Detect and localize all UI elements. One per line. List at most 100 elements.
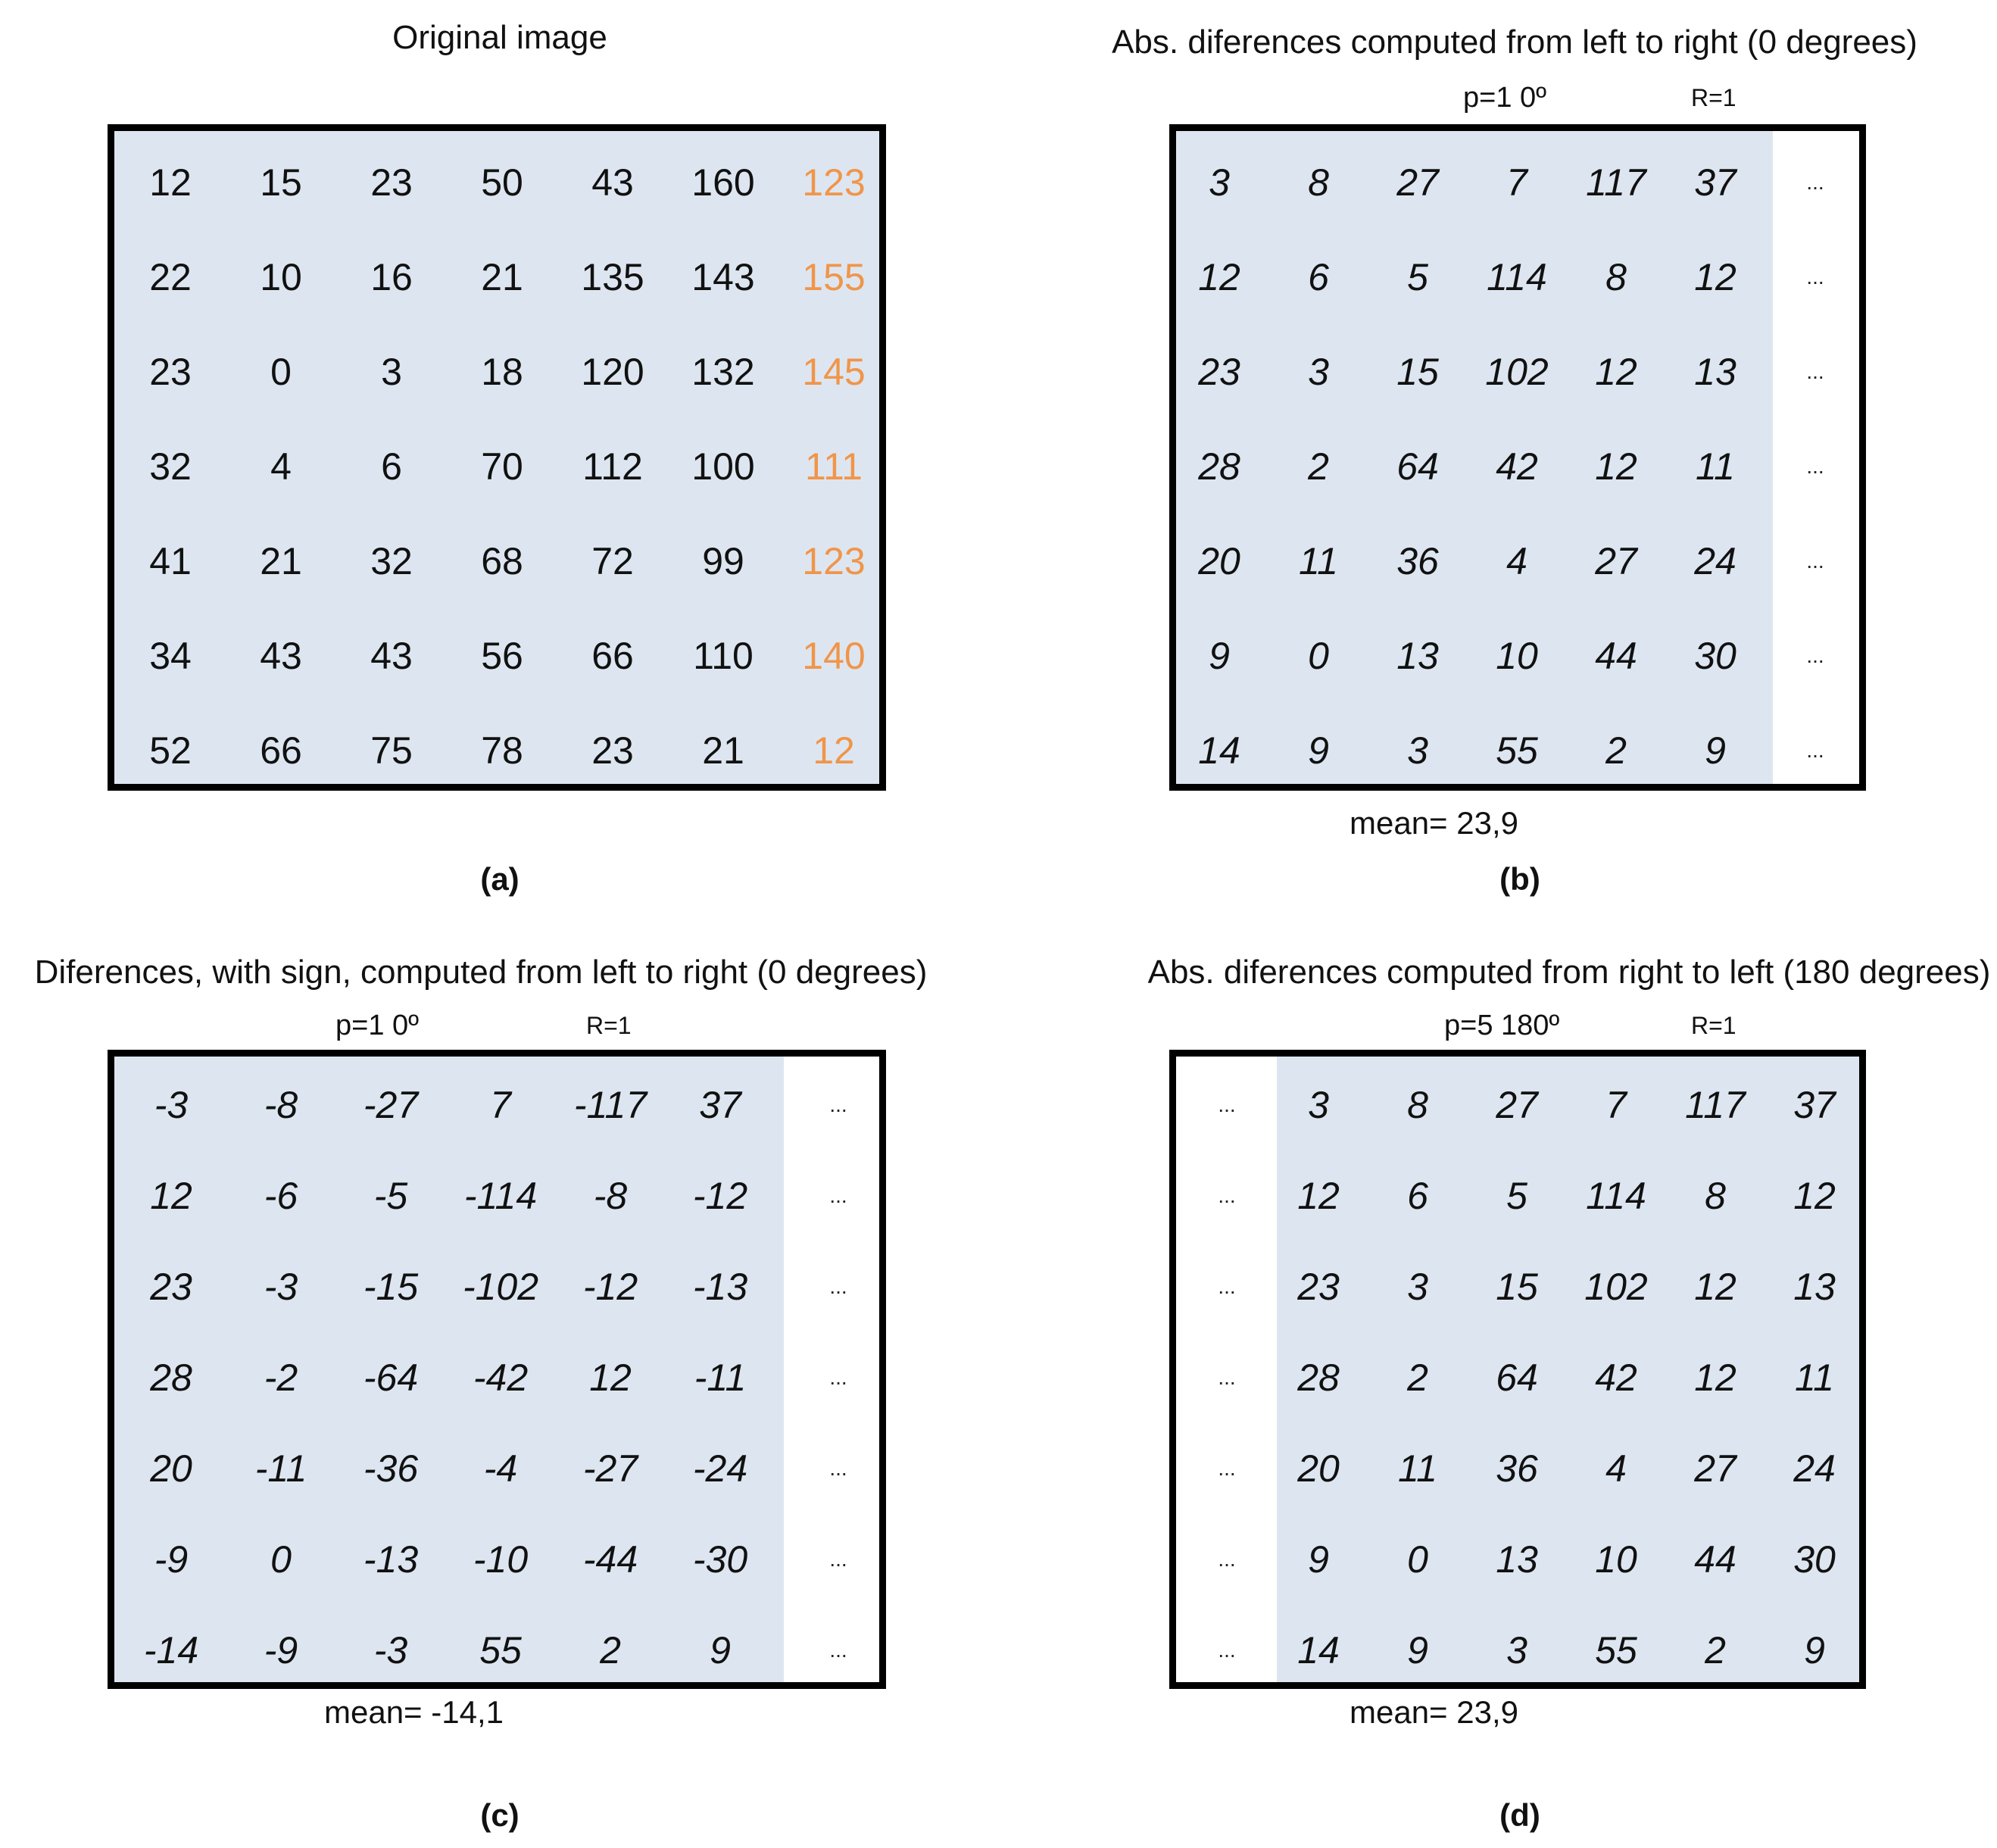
panel-a-cell-r2-c3: 18 (481, 351, 523, 393)
panel-b-cell-r4-c4: 27 (1595, 540, 1637, 582)
panel-b-cell-r5-c3: 10 (1496, 635, 1538, 677)
panel-a-cell-r4-c4: 72 (591, 540, 634, 582)
panel-d-param-r: R=1 (1691, 1012, 1736, 1039)
panel-b-cell-r0-c3: 7 (1506, 161, 1527, 204)
panel-b-cell-r6-c5: 9 (1705, 729, 1726, 772)
panel-b-cell-r1-c1: 6 (1308, 256, 1329, 298)
panel-d-ellipsis-r4: ... (1218, 1456, 1236, 1480)
panel-c-cell-r1-c4: -8 (593, 1175, 628, 1217)
panel-c-cell-r6-c5: 9 (710, 1629, 731, 1672)
panel-a-cell-r3-c6: 111 (804, 445, 863, 488)
panel-d-cell-r6-c2: 3 (1506, 1629, 1527, 1672)
panel-b-cell-r5-c2: 13 (1396, 635, 1439, 677)
panel-d-ellipsis-r0: ... (1218, 1093, 1236, 1116)
panel-a-cell-r4-c1: 21 (260, 540, 302, 582)
panel-d-cell-r1-c2: 5 (1506, 1175, 1527, 1217)
panel-c-cell-r5-c0: -9 (154, 1538, 189, 1581)
panel-b-ellipsis-r4: ... (1806, 549, 1824, 573)
panel-d-cell-r3-c5: 11 (1795, 1356, 1834, 1399)
panel-d-shade (1277, 1057, 1859, 1682)
panel-b-cell-r6-c0: 14 (1198, 729, 1240, 772)
panel-d-cell-r0-c0: 3 (1308, 1084, 1329, 1126)
panel-d-cell-r0-c5: 37 (1793, 1084, 1836, 1126)
panel-d-cell-r0-c2: 27 (1496, 1084, 1538, 1126)
panel-d-ellipsis-r5: ... (1218, 1547, 1236, 1571)
panel-d-ellipsis-r6: ... (1218, 1638, 1236, 1662)
panel-a-cell-r3-c4: 112 (582, 445, 643, 488)
panel-c-cell-r2-c3: -102 (462, 1266, 539, 1308)
panel-b-ellipsis-r6: ... (1806, 738, 1824, 762)
panel-b-cell-r6-c1: 9 (1308, 729, 1329, 772)
panel-a-cell-r0-c3: 50 (481, 161, 523, 204)
panel-b-cell-r5-c0: 9 (1209, 635, 1230, 677)
panel-d-cell-r3-c1: 2 (1407, 1356, 1428, 1399)
panel-b-cell-r1-c3: 114 (1487, 256, 1547, 298)
panel-b-cell-r2-c0: 23 (1198, 351, 1240, 393)
panel-a-title: Original image (392, 19, 607, 56)
panel-c-ellipsis-r1: ... (829, 1184, 847, 1207)
panel-b-cell-r4-c0: 20 (1198, 540, 1240, 582)
panel-c-cell-r0-c1: -8 (264, 1084, 298, 1126)
panel-d-frame: 3 8 27 7 117 37... 12 6 5 114 8 12... 23 3 15 102 12 13..… (1169, 1050, 1866, 1689)
panel-b-cell-r4-c3: 4 (1506, 540, 1527, 582)
panel-c-ellipsis-r6: ... (829, 1638, 847, 1662)
panel-d-cell-r4-c3: 4 (1605, 1447, 1627, 1490)
panel-a-cell-r1-c1: 10 (260, 256, 302, 298)
panel-b-ellipsis-r3: ... (1806, 454, 1824, 478)
panel-b-cell-r3-c4: 12 (1595, 445, 1637, 488)
panel-d-ellipsis-r1: ... (1218, 1184, 1236, 1207)
panel-c-cell-r6-c2: -3 (373, 1629, 408, 1672)
panel-c-cell-r3-c1: -2 (264, 1356, 298, 1399)
panel-b-cell-r3-c3: 42 (1496, 445, 1538, 488)
panel-a-cell-r1-c0: 22 (149, 256, 192, 298)
panel-d-mean: mean= 23,9 (1350, 1694, 1519, 1730)
panel-a-cell-r1-c3: 21 (481, 256, 523, 298)
panel-c-cell-r4-c2: -36 (363, 1447, 419, 1490)
panel-c-cell-r0-c4: -117 (573, 1084, 647, 1126)
panel-b-cell-r0-c5: 37 (1694, 161, 1736, 204)
panel-a-cell-r6-c4: 23 (591, 729, 634, 772)
panel-c-title: Diferences, with sign, computed from lef… (34, 954, 928, 991)
panel-d-cell-r1-c0: 12 (1297, 1175, 1340, 1217)
panel-b-cell-r2-c1: 3 (1308, 351, 1329, 393)
panel-b-cell-r2-c3: 102 (1485, 351, 1549, 393)
panel-b-ellipsis-r5: ... (1806, 644, 1824, 667)
panel-a-cell-r3-c5: 100 (691, 445, 755, 488)
panel-a-cell-r4-c3: 68 (481, 540, 523, 582)
panel-c-cell-r4-c4: -27 (582, 1447, 638, 1490)
panel-a-cell-r5-c2: 43 (370, 635, 413, 677)
panel-d-cell-r5-c1: 0 (1407, 1538, 1428, 1581)
panel-c-cell-r4-c0: 20 (150, 1447, 192, 1490)
panel-c-ellipsis-r5: ... (829, 1547, 847, 1571)
panel-d-cell-r3-c2: 64 (1496, 1356, 1538, 1399)
panel-d-cell-r0-c4: 117 (1685, 1084, 1746, 1126)
panel-b-cell-r4-c5: 24 (1694, 540, 1736, 582)
panel-c-cell-r3-c0: 28 (150, 1356, 192, 1399)
panel-b-cell-r3-c0: 28 (1198, 445, 1240, 488)
panel-b-cell-r1-c4: 8 (1605, 256, 1627, 298)
panel-d-cell-r1-c3: 114 (1586, 1175, 1646, 1217)
panel-c-cell-r4-c5: -24 (692, 1447, 748, 1490)
panel-b-cell-r2-c5: 13 (1694, 351, 1736, 393)
panel-a-cell-r0-c2: 23 (370, 161, 413, 204)
panel-c-cell-r2-c0: 23 (150, 1266, 192, 1308)
panel-a-cell-r2-c5: 132 (691, 351, 755, 393)
panel-c-cell-r5-c5: -30 (692, 1538, 748, 1581)
panel-a-cell-r2-c0: 23 (149, 351, 192, 393)
panel-c-ellipsis-r2: ... (829, 1275, 847, 1298)
panel-c-cell-r5-c3: -10 (473, 1538, 529, 1581)
panel-b-cell-r5-c5: 30 (1694, 635, 1736, 677)
panel-c-cell-r6-c1: -9 (264, 1629, 298, 1672)
panel-a-cell-r0-c0: 12 (149, 161, 192, 204)
panel-a-cell-r6-c2: 75 (370, 729, 413, 772)
panel-c-cell-r1-c5: -12 (692, 1175, 748, 1217)
panel-c-ellipsis-r0: ... (829, 1093, 847, 1116)
panel-d-cell-r4-c1: 11 (1398, 1447, 1437, 1490)
panel-a-cell-r0-c1: 15 (260, 161, 302, 204)
panel-d-cell-r1-c4: 8 (1705, 1175, 1726, 1217)
panel-c-cell-r1-c0: 12 (150, 1175, 192, 1217)
panel-b-cell-r1-c5: 12 (1694, 256, 1736, 298)
